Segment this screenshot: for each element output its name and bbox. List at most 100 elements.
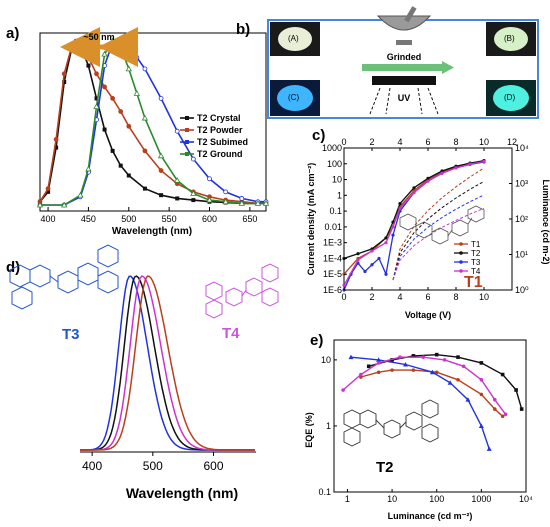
chart-e-tick-label: 10 [387,494,397,504]
chart-a-point [36,201,44,208]
chart-d-xlabel: Wavelength (nm) [126,485,238,501]
chart-c-point [440,169,444,173]
chart-a-xlabel: Wavelength (nm) [112,226,192,237]
uv-label: UV [398,93,411,103]
chart-e-point [492,407,497,411]
chart-a-point [239,196,245,201]
chart-e-point [500,414,505,419]
chart-a-point [142,66,148,72]
chart-d-label-t3: T3 [62,326,80,343]
chart-a-point [158,168,164,173]
chart-c-ytick-label-right: 10⁴ [515,143,529,153]
chart-c-point [440,171,444,175]
chart-c-series-line-3 [343,160,485,286]
chart-e-point [486,446,492,451]
chart-c-ytick-label-right: 10⁰ [515,285,529,295]
chart-c-point [342,283,346,287]
chart-c-luminance-line-0 [392,167,485,281]
chart-e-point [341,388,345,392]
legend-swatch-marker [185,116,189,120]
chart-c-ytick-label: 1E-5 [323,269,342,279]
chart-a-point [93,103,100,109]
chart-c-point [426,179,430,183]
chart-e-point [359,372,363,377]
chart-e-ylabel: EQE (%) [304,412,314,448]
chart-e-point [479,361,484,365]
pestle-icon [404,6,417,23]
chart-e-point [390,368,394,372]
chart-e-ytick-label: 0.1 [318,487,331,497]
chart-a-point [94,71,99,77]
chart-c-tick-label: 10 [479,292,489,302]
chart-a-point [159,193,164,198]
chart-e-point [429,369,435,375]
chart-a-point [45,186,51,192]
panel-e-letter: e) [310,332,323,349]
grinded-arrow-head [442,61,454,74]
chart-c-point [384,241,388,245]
legend-swatch-marker [185,128,189,132]
chart-a-point [174,177,181,183]
chart-c-tick-label-top: 8 [453,137,458,147]
chart-a-point [126,45,132,50]
photo-d-label: (D) [504,93,515,102]
chart-c-luminance-line-2 [392,194,485,281]
chart-c-ytick-label: 1E-4 [323,253,342,263]
chart-a-point [126,173,131,178]
chart-e-series-line-0 [368,353,523,410]
chart-e-point [376,361,381,365]
chart-e-point [519,407,524,411]
chart-c-ytick-label-right: 10² [515,214,528,224]
chart-a-annotation: ~50 nm [83,32,114,42]
chart-a-point [54,145,59,150]
chart-e-tick-label: 100 [429,494,444,504]
chart-c-tick-label-top: 0 [341,137,346,147]
chart-e-point [434,370,439,375]
chart-c-tick-label-top: 2 [369,137,374,147]
chart-e-tick-label: 1000 [471,494,491,504]
chart-c-ylabel-right: Luminance (cd m-2) [541,179,550,264]
chart-a-tick-label: 600 [202,214,217,224]
chart-a-point [134,55,140,60]
chart-d-series-line-1 [80,275,255,451]
panel-b-scheme: (A) (B) (C) (D) Grinded UV [267,6,539,119]
chart-c-point [377,256,381,261]
chart-c-luminance-line-3 [392,207,485,281]
legend-label: T2 [471,249,481,258]
molecule-t1-icon [399,205,485,245]
chart-e-series-line-2 [350,356,490,450]
chart-c-series-line-1 [343,159,485,260]
chart-a: 400 450 500 550 600 650 Wavelength (nm) ~50 n… [36,27,270,237]
chart-c-point [398,201,402,206]
chart-a-point [62,80,67,84]
panel-b-letter: b) [236,21,250,38]
chart-a-point [190,156,196,162]
chart-d-tick-label: 500 [143,459,163,473]
chart-c-luminance-line-1 [392,180,485,281]
chart-a-point [141,114,149,121]
chart-c: 0 2 4 6 8 100 2 4 6 8 10 1210001001010.10.011E-31E-… [306,137,550,320]
chart-c-point [356,258,360,262]
chart-c-point [370,263,374,267]
molecule-t2-icon [343,399,439,447]
legend-label: T3 [471,258,481,267]
chart-a-point [53,136,59,142]
chart-c-point [356,252,360,256]
chart-d-series-line-3 [80,275,255,451]
chart-d-tick-label: 600 [204,459,224,473]
chart-a-point [126,123,132,129]
chart-d-series-line-2 [80,275,255,451]
chart-e-series-label: T2 [376,459,394,476]
chart-c-ytick-label-right: 10³ [515,179,528,189]
chart-e-tick-label: 10⁴ [519,494,533,504]
chart-c-tick-label: 4 [397,292,402,302]
chart-e-point [366,364,371,369]
chart-c-ytick-label: 1E-3 [323,238,342,248]
chart-a-point [85,165,92,172]
chart-c-ytick-label: 1E-6 [323,285,342,295]
grinded-label: Grinded [387,52,422,62]
photo-c-label: (C) [288,93,299,102]
chart-a-frame [39,32,267,212]
chart-a-tick-label: 400 [41,214,56,224]
